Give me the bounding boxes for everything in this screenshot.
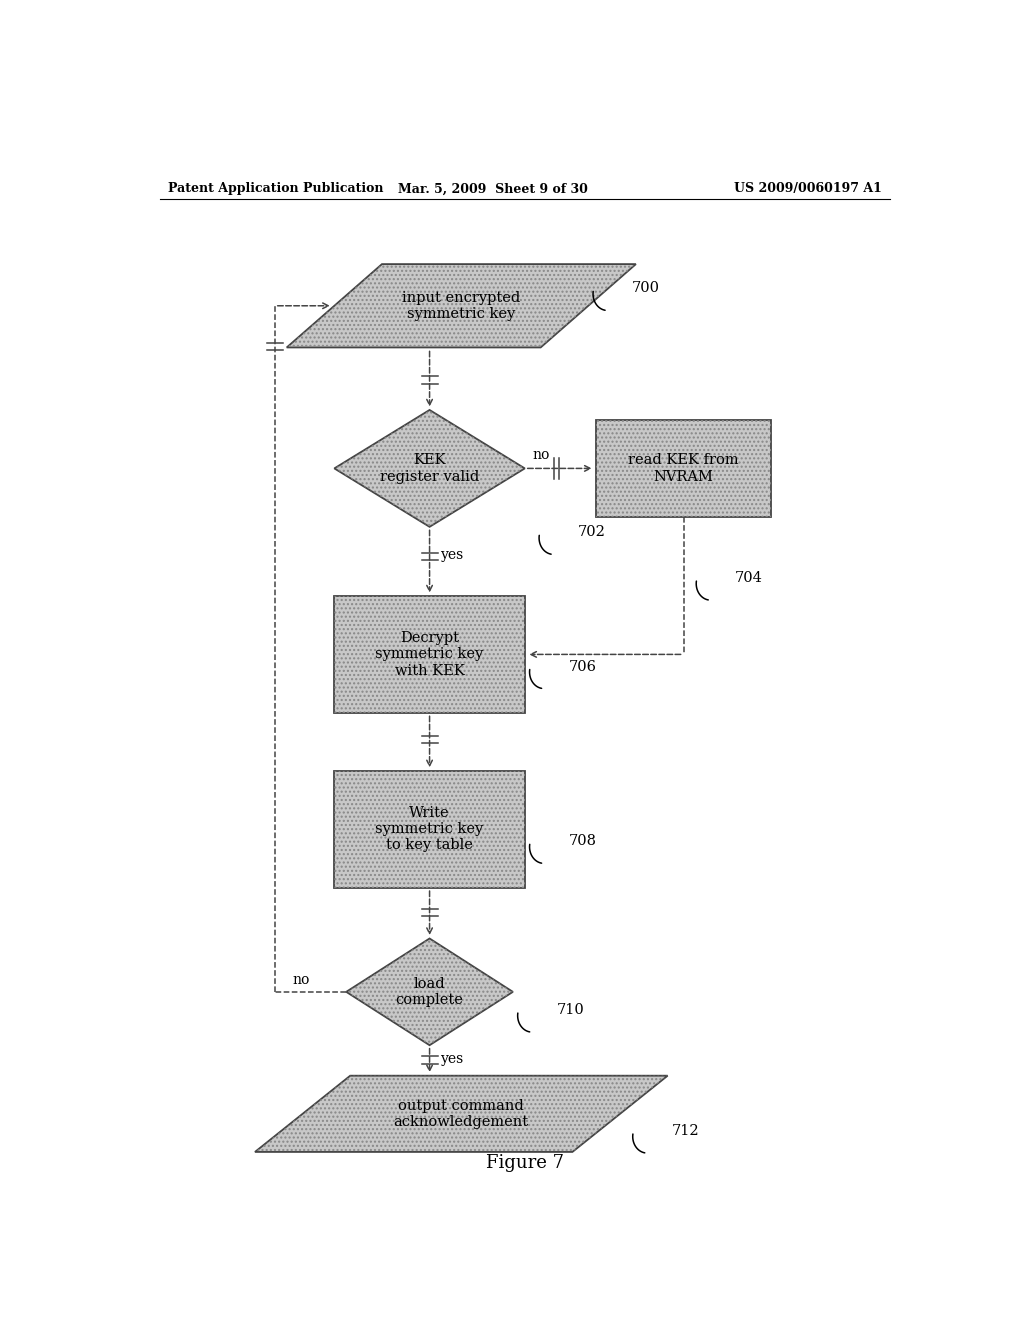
Text: yes: yes (441, 548, 465, 562)
Text: 704: 704 (735, 572, 763, 585)
Text: 700: 700 (632, 281, 659, 296)
Text: read KEK from
NVRAM: read KEK from NVRAM (628, 453, 739, 483)
Text: 702: 702 (578, 525, 606, 540)
Text: Patent Application Publication: Patent Application Publication (168, 182, 383, 195)
Text: no: no (292, 973, 309, 986)
Text: load
complete: load complete (395, 977, 464, 1007)
Text: output command
acknowledgement: output command acknowledgement (394, 1098, 528, 1129)
Text: Figure 7: Figure 7 (485, 1154, 564, 1172)
Text: 706: 706 (568, 660, 596, 673)
Text: Mar. 5, 2009  Sheet 9 of 30: Mar. 5, 2009 Sheet 9 of 30 (398, 182, 588, 195)
Polygon shape (255, 1076, 668, 1152)
Text: yes: yes (441, 1052, 465, 1067)
Text: US 2009/0060197 A1: US 2009/0060197 A1 (734, 182, 882, 195)
Polygon shape (287, 264, 636, 347)
Polygon shape (334, 771, 524, 887)
Text: Write
symmetric key
to key table: Write symmetric key to key table (376, 807, 483, 853)
Polygon shape (346, 939, 513, 1045)
Text: Decrypt
symmetric key
with KEK: Decrypt symmetric key with KEK (376, 631, 483, 677)
Text: 712: 712 (672, 1125, 699, 1138)
Polygon shape (334, 411, 524, 527)
Polygon shape (334, 595, 524, 713)
Text: input encrypted
symmetric key: input encrypted symmetric key (402, 290, 520, 321)
Text: 708: 708 (568, 834, 596, 849)
Text: no: no (532, 449, 550, 462)
Polygon shape (596, 420, 771, 516)
Text: KEK
register valid: KEK register valid (380, 453, 479, 483)
Text: 710: 710 (557, 1003, 585, 1018)
